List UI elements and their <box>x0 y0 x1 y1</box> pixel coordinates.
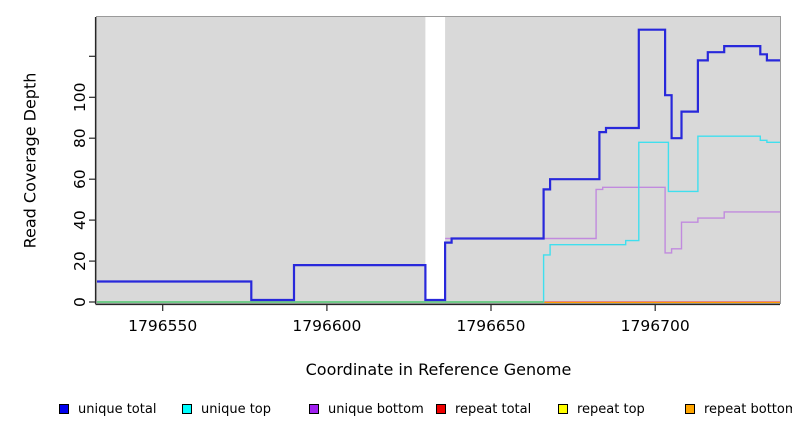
y-tick-label: 60 <box>71 169 89 189</box>
x-axis-title: Coordinate in Reference Genome <box>305 360 572 379</box>
y-tick-label: 20 <box>71 251 89 271</box>
y-tick-label: 40 <box>71 210 89 230</box>
no-data-gap-band <box>425 17 446 303</box>
series-unique-top <box>97 135 780 303</box>
y-tick-label: 100 <box>71 83 89 113</box>
series-unique-total <box>97 28 780 302</box>
y-tick-label: 80 <box>71 128 89 148</box>
x-tick-label: 1796600 <box>292 317 361 335</box>
x-tick-label: 1796650 <box>456 317 525 335</box>
series-unique-bottom <box>445 186 780 254</box>
x-tick-label: 1796550 <box>128 317 197 335</box>
x-tick-label: 1796700 <box>621 317 690 335</box>
plot-border <box>96 16 781 304</box>
y-tick-label: 0 <box>71 297 89 307</box>
y-axis-title: Read Coverage Depth <box>20 72 40 249</box>
